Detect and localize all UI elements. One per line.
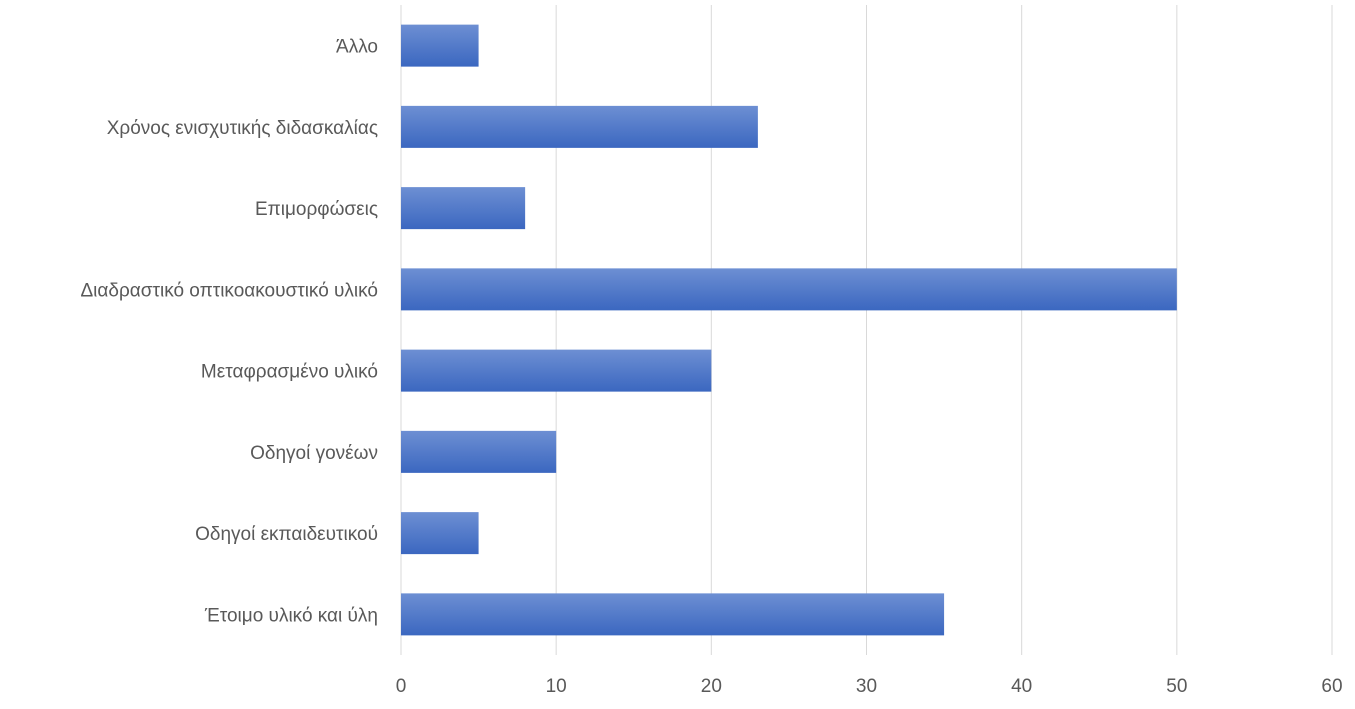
bar: [401, 512, 479, 555]
bar: [401, 105, 758, 148]
category-label: Χρόνος ενισχυτικής διδασκαλίας: [107, 118, 378, 139]
bar: [401, 430, 557, 473]
category-labels: Άλλο Χρόνος ενισχυτικής διδασκαλίας Επιμορ…: [80, 37, 378, 627]
bar: [401, 268, 1177, 311]
category-label: Οδηγοί εκπαιδευτικού: [195, 524, 378, 545]
category-label: Άλλο: [336, 37, 378, 58]
gridlines: [400, 5, 1333, 655]
x-tick-label: 10: [546, 676, 567, 697]
x-tick-labels: 0 10 20 30 40 50 60: [396, 676, 1343, 697]
bars: [401, 24, 1177, 636]
bar: [401, 349, 712, 392]
category-label: Διαδραστικό οπτικοακουστικό υλικό: [80, 280, 378, 301]
x-tick-label: 50: [1166, 676, 1187, 697]
x-tick-label: 40: [1011, 676, 1032, 697]
category-label: Οδηγοί γονέων: [250, 443, 378, 464]
x-tick-label: 60: [1321, 676, 1342, 697]
bar: [401, 24, 479, 67]
bar: [401, 187, 526, 230]
category-label: Έτοιμο υλικό και ύλη: [204, 605, 378, 626]
bar: [401, 593, 945, 636]
x-tick-label: 0: [396, 676, 407, 697]
category-label: Μεταφρασμένο υλικό: [201, 362, 378, 383]
x-tick-label: 30: [856, 676, 877, 697]
x-tick-label: 20: [701, 676, 722, 697]
category-label: Επιμορφώσεις: [255, 199, 378, 220]
